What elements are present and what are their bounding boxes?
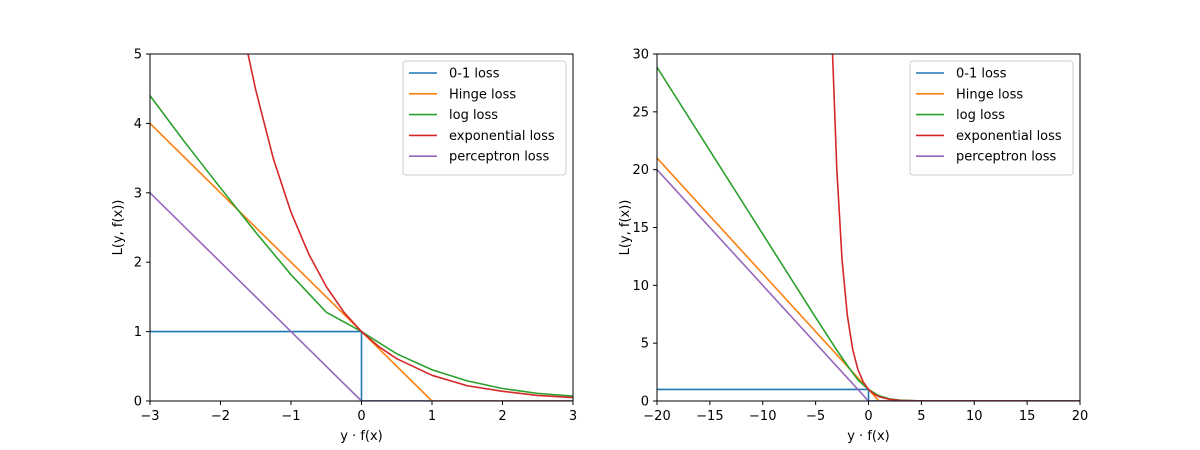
x-tick-label: −5: [806, 409, 825, 424]
x-tick-label: 15: [1019, 409, 1036, 424]
x-tick-label: 0: [864, 409, 872, 424]
x-tick-label: 0: [357, 409, 365, 424]
x-tick-label: −1: [281, 409, 300, 424]
series-line-0-1-loss: [150, 330, 573, 401]
legend: 0-1 loss Hinge loss log loss exponential lo…: [402, 60, 567, 176]
legend-label: Hinge loss: [956, 87, 1023, 102]
y-tick-label: 5: [641, 337, 649, 352]
chart-panel-1: −3 −2 −1 0 1 2 3 0 1 2 3 4 5 y · f(x) L(y, f(x)) 0-1 lo…: [111, 48, 577, 445]
y-tick-label: 3: [134, 186, 142, 201]
x-tick-label: 10: [966, 409, 983, 424]
legend-box: [402, 60, 567, 176]
x-tick-label: 1: [428, 409, 436, 424]
y-tick-label: 5: [134, 48, 142, 63]
y-tick-label: 1: [134, 325, 142, 340]
y-tick-label: 10: [632, 279, 649, 294]
x-tick-label: −20: [643, 409, 670, 424]
y-tick-label: 0: [134, 395, 142, 410]
x-tick-label: 5: [917, 409, 925, 424]
chart-panel-2: −20 −15 −10 −5 0 5 10 15 20 0 5 10 15 20 25 30 y · f(x) L…: [618, 48, 1088, 445]
series-line-0-1-loss: [657, 388, 1080, 401]
x-axis-label: y · f(x): [340, 429, 383, 444]
legend-label: 0-1 loss: [956, 67, 1007, 82]
series-line-perceptron-loss: [657, 169, 1080, 401]
x-tick-label: −2: [211, 409, 230, 424]
legend: 0-1 loss Hinge loss log loss exponential lo…: [909, 60, 1074, 176]
y-tick-label: 4: [134, 117, 142, 132]
y-tick-label: 2: [134, 256, 142, 271]
x-tick-label: 3: [569, 409, 577, 424]
legend-label: exponential loss: [449, 129, 555, 144]
legend-label: log loss: [449, 108, 498, 123]
x-tick-label: 20: [1072, 409, 1089, 424]
y-tick-label: 0: [641, 395, 649, 410]
series-line-exponential-loss: [247, 54, 573, 399]
legend-label: perceptron loss: [449, 150, 550, 165]
legend-label: perceptron loss: [956, 150, 1057, 165]
legend-label: Hinge loss: [449, 87, 516, 102]
y-tick-label: 15: [632, 221, 649, 236]
y-axis-label: L(y, f(x)): [618, 200, 633, 256]
series-line-hinge-loss: [657, 157, 1080, 401]
y-tick-label: 30: [632, 48, 649, 63]
legend-box: [909, 60, 1074, 176]
x-tick-label: 2: [498, 409, 506, 424]
series-group: [150, 54, 573, 401]
legend-label: log loss: [956, 108, 1005, 123]
y-axis-label: L(y, f(x)): [111, 200, 126, 256]
x-axis-label: y · f(x): [847, 429, 890, 444]
x-tick-label: −15: [696, 409, 723, 424]
legend-label: exponential loss: [956, 129, 1062, 144]
y-tick-label: 20: [632, 163, 649, 178]
x-tick-label: −10: [749, 409, 776, 424]
series-line-perceptron-loss: [150, 192, 573, 401]
legend-label: 0-1 loss: [449, 67, 500, 82]
y-tick-label: 25: [632, 105, 649, 120]
x-tick-label: −3: [140, 409, 159, 424]
